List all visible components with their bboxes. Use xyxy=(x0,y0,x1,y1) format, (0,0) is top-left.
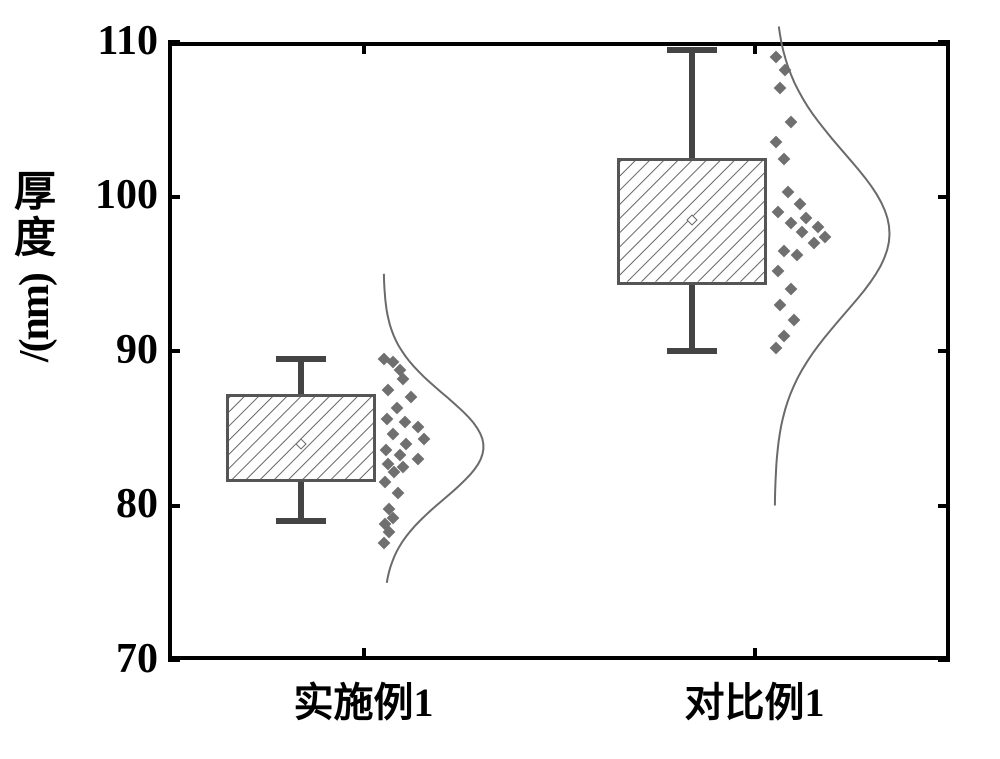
chart-figure: 厚度/(nm) 厚 度 /(nm) 708090100110 实施例1对比例1 xyxy=(0,0,1000,759)
distribution-curve xyxy=(0,0,1000,759)
